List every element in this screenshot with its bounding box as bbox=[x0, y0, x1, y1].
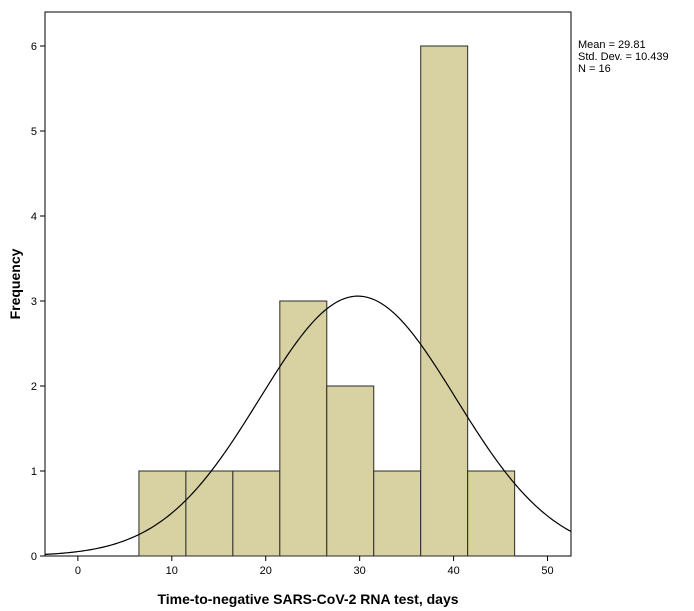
x-tick-label: 10 bbox=[166, 565, 178, 577]
y-tick-label: 2 bbox=[31, 381, 37, 393]
y-tick-label: 3 bbox=[31, 296, 37, 308]
y-axis-title: Frequency bbox=[7, 248, 23, 319]
bars-group bbox=[138, 45, 516, 557]
x-axis-title: Time-to-negative SARS-CoV-2 RNA test, da… bbox=[157, 591, 458, 607]
normal-curve bbox=[44, 295, 572, 555]
y-axis: 0 1 2 3 4 5 6 bbox=[31, 41, 45, 563]
histogram-bar-5 bbox=[326, 385, 375, 557]
y-tick-label: 6 bbox=[31, 41, 37, 53]
x-tick-label: 0 bbox=[75, 565, 81, 577]
y-tick-label: 5 bbox=[31, 126, 37, 138]
histogram-bar-7 bbox=[420, 45, 469, 557]
x-tick-label: 20 bbox=[260, 565, 272, 577]
x-tick-label: 30 bbox=[354, 565, 366, 577]
stat-std-dev: Std. Dev. = 10.439 bbox=[578, 51, 669, 63]
x-axis: 0 10 20 30 40 50 bbox=[75, 556, 554, 577]
histogram-bar-4 bbox=[279, 300, 328, 557]
stats-legend: Mean = 29.81 Std. Dev. = 10.439 N = 16 bbox=[578, 39, 669, 75]
histogram-bar-2 bbox=[185, 470, 234, 557]
y-tick-label: 4 bbox=[31, 211, 37, 223]
y-tick-label: 1 bbox=[31, 466, 37, 478]
histogram-bar-6 bbox=[373, 470, 422, 557]
histogram-bar-1 bbox=[138, 470, 187, 557]
histogram-bar-3 bbox=[232, 470, 281, 557]
stat-n: N = 16 bbox=[578, 63, 611, 75]
y-tick-label: 0 bbox=[31, 551, 37, 563]
x-tick-label: 40 bbox=[447, 565, 459, 577]
stat-mean: Mean = 29.81 bbox=[578, 39, 646, 51]
x-tick-label: 50 bbox=[541, 565, 553, 577]
histogram-bar-8 bbox=[467, 470, 516, 557]
